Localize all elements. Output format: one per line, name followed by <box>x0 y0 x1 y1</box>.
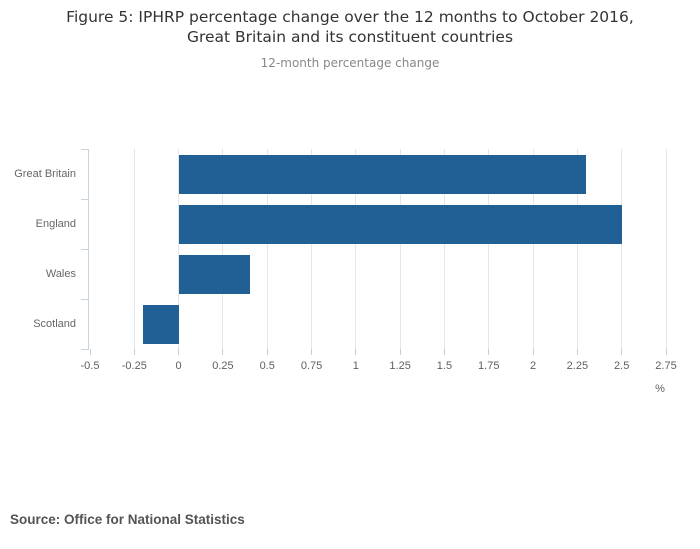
chart-subtitle: 12-month percentage change <box>260 56 440 70</box>
x-tick-label: 0.5 <box>259 360 275 372</box>
x-axis-tick <box>266 349 268 355</box>
category-label-england: England <box>35 218 76 230</box>
x-axis-tick <box>311 349 313 355</box>
x-tick-label: 0 <box>175 360 182 372</box>
x-tick-label: 0.25 <box>212 360 234 372</box>
gridline <box>133 149 135 349</box>
bar-england <box>178 204 622 244</box>
x-tick-label: -0.25 <box>121 360 147 372</box>
category-label-wales: Wales <box>45 268 76 280</box>
gridline <box>621 149 623 349</box>
bar-great-britain <box>178 154 587 194</box>
gridline <box>665 149 667 349</box>
y-axis-tick <box>81 149 89 150</box>
x-axis-tick <box>222 349 224 355</box>
gridline <box>311 149 313 349</box>
gridline <box>532 149 534 349</box>
gridline <box>266 149 268 349</box>
x-axis-tick <box>355 349 357 355</box>
chart-title-line2: Great Britain and its constituent countr… <box>186 28 514 46</box>
gridline <box>443 149 445 349</box>
x-tick-label: 2 <box>530 360 537 372</box>
x-tick-label: 2.75 <box>655 360 677 372</box>
x-tick-label: 1 <box>352 360 359 372</box>
y-axis-tick <box>81 249 89 250</box>
x-tick-label: 1.75 <box>478 360 500 372</box>
x-axis-unit-label: % <box>655 383 665 395</box>
y-axis-tick <box>81 349 89 350</box>
gridline <box>355 149 357 349</box>
x-tick-label: 2.5 <box>614 360 630 372</box>
chart-title-line1: Figure 5: IPHRP percentage change over t… <box>66 8 634 26</box>
x-tick-label: -0.5 <box>80 360 100 372</box>
chart-title: Figure 5: IPHRP percentage change over t… <box>0 7 700 47</box>
bar-scotland <box>143 304 179 344</box>
x-axis-tick <box>89 349 91 355</box>
x-axis-tick <box>532 349 534 355</box>
x-tick-label: 0.75 <box>300 360 323 372</box>
category-label-great-britain: Great Britain <box>14 168 76 180</box>
x-axis-tick <box>399 349 401 355</box>
gridline <box>222 149 224 349</box>
source-note: Source: Office for National Statistics <box>10 512 245 527</box>
gridline <box>576 149 578 349</box>
gridline <box>488 149 490 349</box>
gridline <box>399 149 401 349</box>
x-axis-tick <box>133 349 135 355</box>
x-tick-label: 1.5 <box>436 360 453 372</box>
y-axis-tick <box>81 199 89 200</box>
x-axis-tick <box>621 349 623 355</box>
x-axis-tick <box>178 349 180 355</box>
bar-wales <box>178 254 250 294</box>
x-tick-label: 2.25 <box>566 360 589 372</box>
x-axis-tick <box>665 349 667 355</box>
x-axis-tick <box>576 349 578 355</box>
category-label-scotland: Scotland <box>33 318 76 330</box>
x-tick-label: 1.25 <box>389 360 411 372</box>
x-axis-tick <box>488 349 490 355</box>
y-axis-tick <box>81 299 89 300</box>
x-axis-tick <box>443 349 445 355</box>
gridline <box>178 149 180 349</box>
